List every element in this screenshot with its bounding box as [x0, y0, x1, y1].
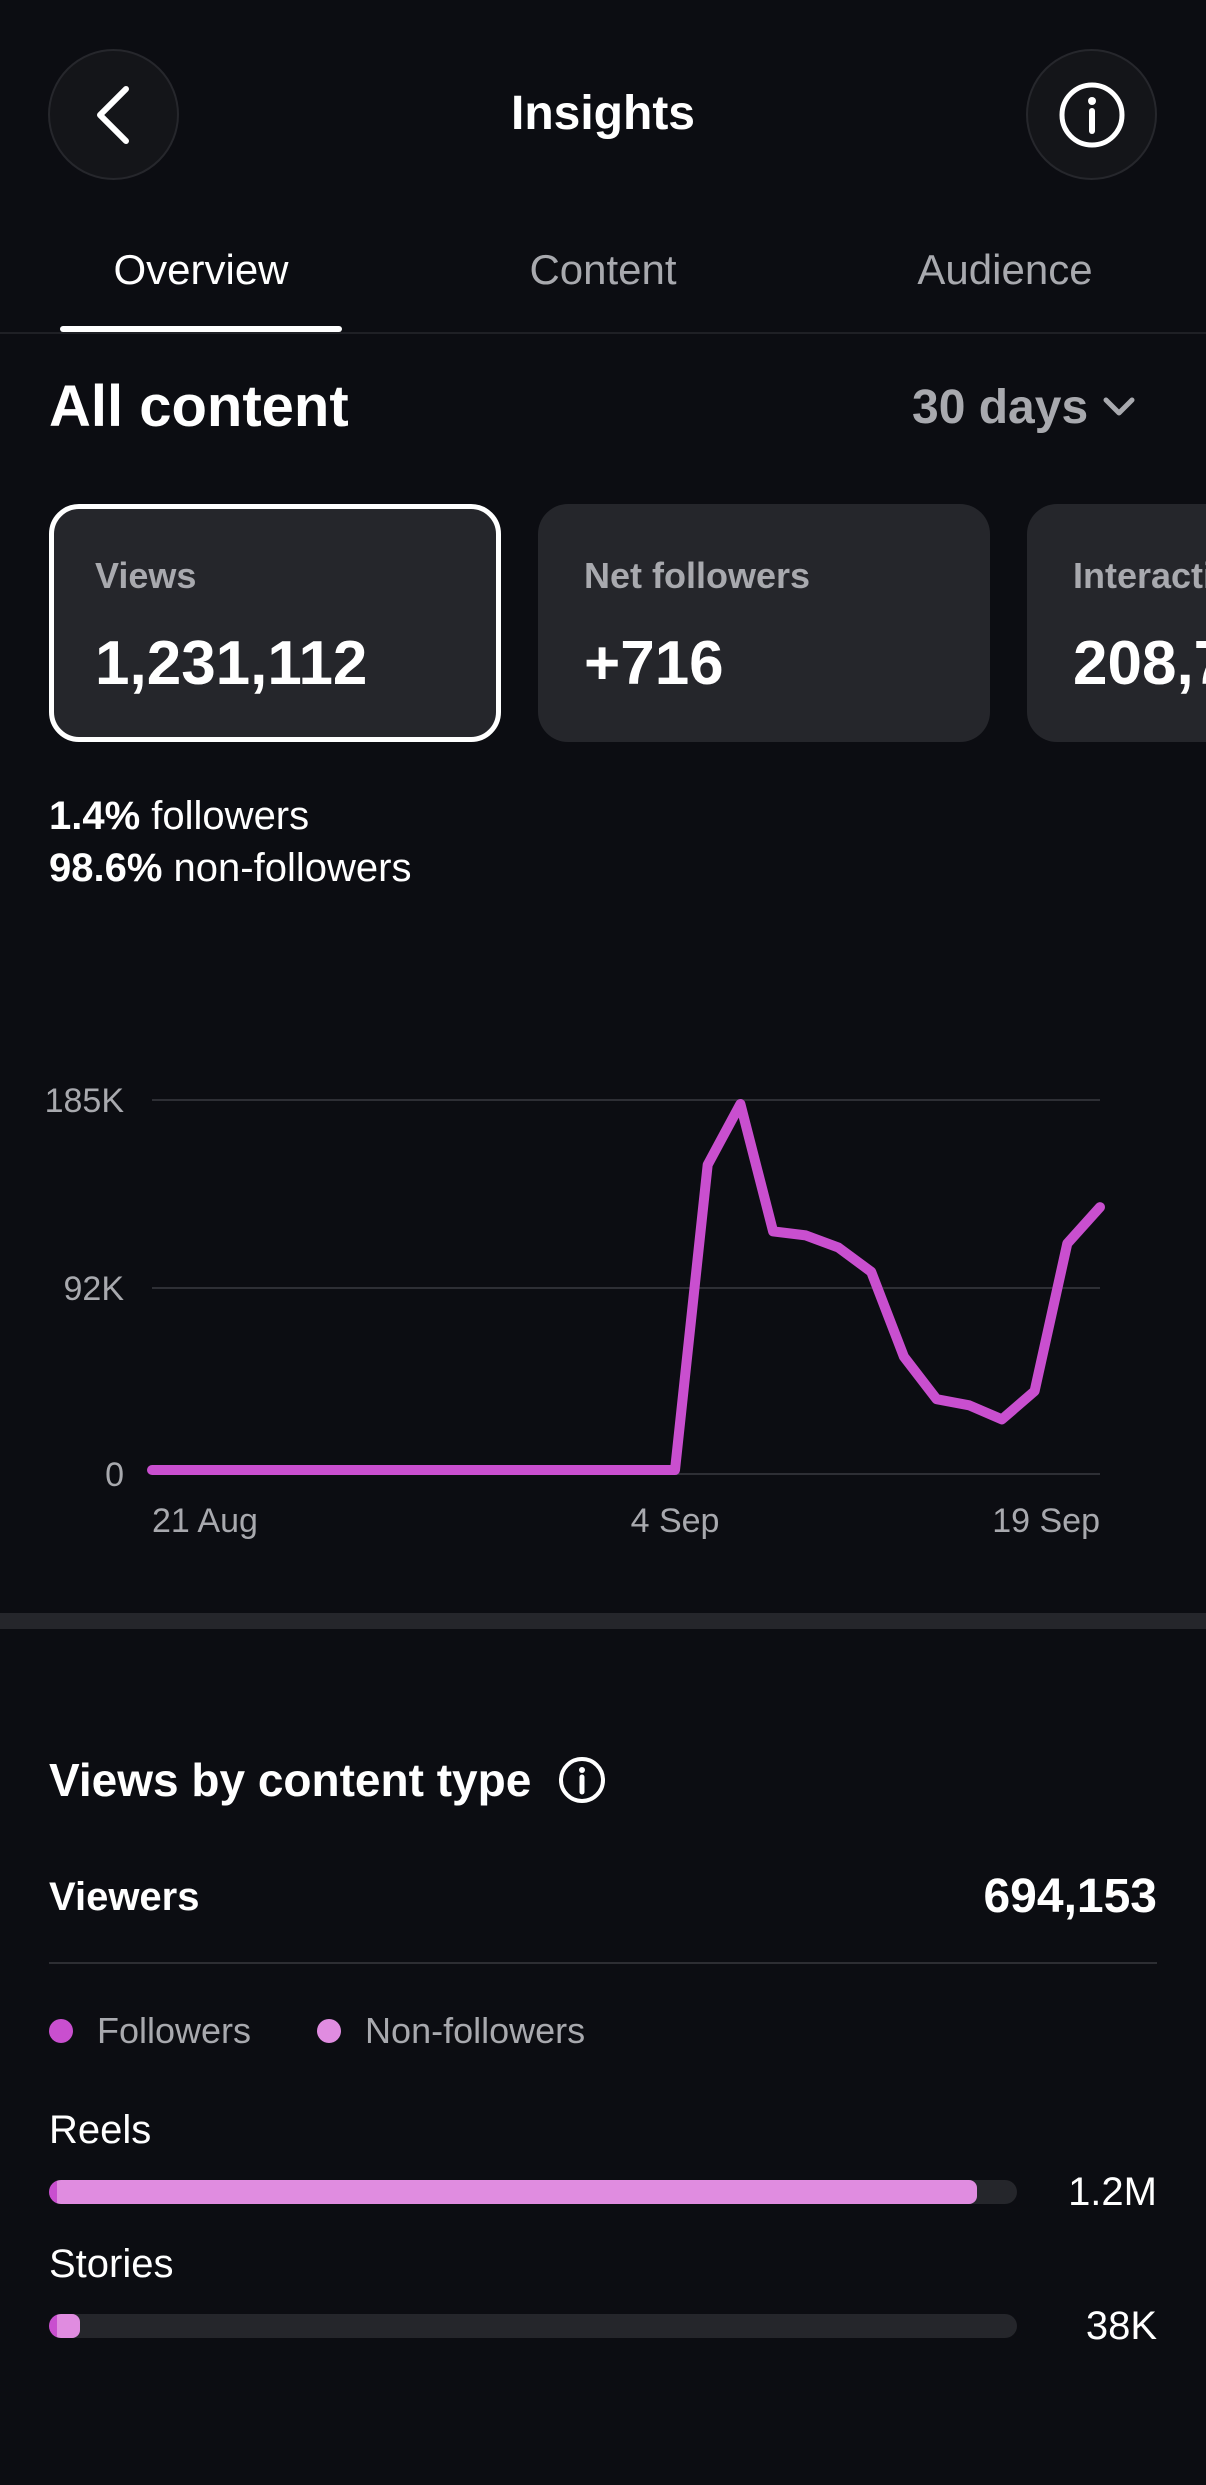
- metric-label: Interactions: [1073, 555, 1206, 596]
- bar-segment-nonfollowers: [57, 2314, 80, 2338]
- date-range-dropdown[interactable]: 30 days: [912, 372, 1136, 442]
- tab-audience[interactable]: Audience: [917, 246, 1093, 293]
- y-tick-label: 0: [105, 1456, 124, 1494]
- chevron-left-icon: [96, 85, 129, 144]
- nonfollowers-breakdown-line: 98.6% non-followers: [49, 842, 411, 894]
- legend-label-followers: Followers: [97, 2010, 252, 2051]
- chart-legend: Followers Non-followers: [49, 2010, 585, 2052]
- viewers-value: 694,153: [983, 1870, 1157, 1923]
- views-by-content-type-title: Views by content type: [49, 1754, 532, 1806]
- metric-card-net-followers[interactable]: Net followers +716: [538, 504, 990, 742]
- followers-text: followers: [151, 794, 310, 838]
- tab-content[interactable]: Content: [529, 246, 677, 293]
- series-line-views: [147, 1099, 1105, 1475]
- viewers-label: Viewers: [49, 1875, 200, 1919]
- legend-item-nonfollowers: Non-followers: [317, 2010, 585, 2052]
- bar-segment-followers: [49, 2180, 57, 2204]
- info-icon[interactable]: [557, 1755, 607, 1805]
- audience-breakdown: 1.4% followers 98.6% non-followers: [49, 790, 411, 894]
- legend-item-followers: Followers: [49, 2010, 251, 2052]
- nonfollowers-percent: 98.6%: [49, 846, 163, 890]
- legend-dot-nonfollowers: [317, 2019, 342, 2043]
- tab-bar: Overview Content Audience: [0, 240, 1206, 334]
- metric-label: Net followers: [584, 555, 811, 596]
- tab-divider: [0, 332, 1206, 334]
- views-by-content-type-header: Views by content type: [49, 1745, 607, 1815]
- nonfollowers-text: non-followers: [173, 846, 412, 890]
- bar-track-stories[interactable]: [49, 2314, 1017, 2338]
- row-divider: [49, 1962, 1157, 1964]
- metric-card-views[interactable]: Views 1,231,112: [49, 504, 501, 742]
- bar-segment-nonfollowers: [57, 2180, 977, 2204]
- chevron-down-icon: [1103, 397, 1135, 416]
- y-tick-label: 185K: [45, 1082, 125, 1120]
- legend-dot-followers: [49, 2019, 73, 2043]
- x-tick-label: 4 Sep: [631, 1502, 720, 1540]
- followers-breakdown-line: 1.4% followers: [49, 790, 411, 842]
- date-range-label: 30 days: [912, 380, 1089, 434]
- metric-card-interactions[interactable]: Interactions 208,7: [1027, 504, 1206, 742]
- y-tick-label: 92K: [64, 1270, 125, 1308]
- back-button[interactable]: [48, 49, 179, 180]
- bar-label-reels: Reels: [49, 2108, 152, 2152]
- chart-canvas: 0 92K 185K 21 Aug 4 Sep 19 Sep: [45, 1082, 1105, 1540]
- views-line-chart[interactable]: 0 92K 185K 21 Aug 4 Sep 19 Sep: [0, 1060, 1206, 1560]
- metric-label: Views: [95, 555, 197, 596]
- info-icon: [1059, 82, 1124, 147]
- metric-value: +716: [584, 629, 724, 698]
- section-title: All content: [49, 374, 349, 439]
- tab-overview[interactable]: Overview: [113, 246, 289, 293]
- legend-label-nonfollowers: Non-followers: [365, 2010, 586, 2051]
- x-tick-label: 19 Sep: [992, 1502, 1100, 1540]
- bar-value-stories: 38K: [1085, 2304, 1157, 2348]
- bar-track-reels[interactable]: [49, 2180, 1017, 2204]
- active-tab-indicator: [60, 326, 342, 332]
- x-tick-label: 21 Aug: [152, 1502, 258, 1540]
- bar-segment-followers: [49, 2314, 57, 2338]
- metric-value: 208,7: [1073, 629, 1206, 698]
- bar-value-reels: 1.2M: [1068, 2170, 1157, 2214]
- page-title: Insights: [510, 87, 695, 140]
- viewers-row: Viewers 694,153: [49, 1862, 1157, 1932]
- section-separator: [0, 1613, 1206, 1629]
- info-button[interactable]: [1026, 49, 1157, 180]
- followers-percent: 1.4%: [49, 794, 141, 838]
- bar-label-stories: Stories: [49, 2242, 174, 2286]
- metric-value: 1,231,112: [95, 629, 368, 698]
